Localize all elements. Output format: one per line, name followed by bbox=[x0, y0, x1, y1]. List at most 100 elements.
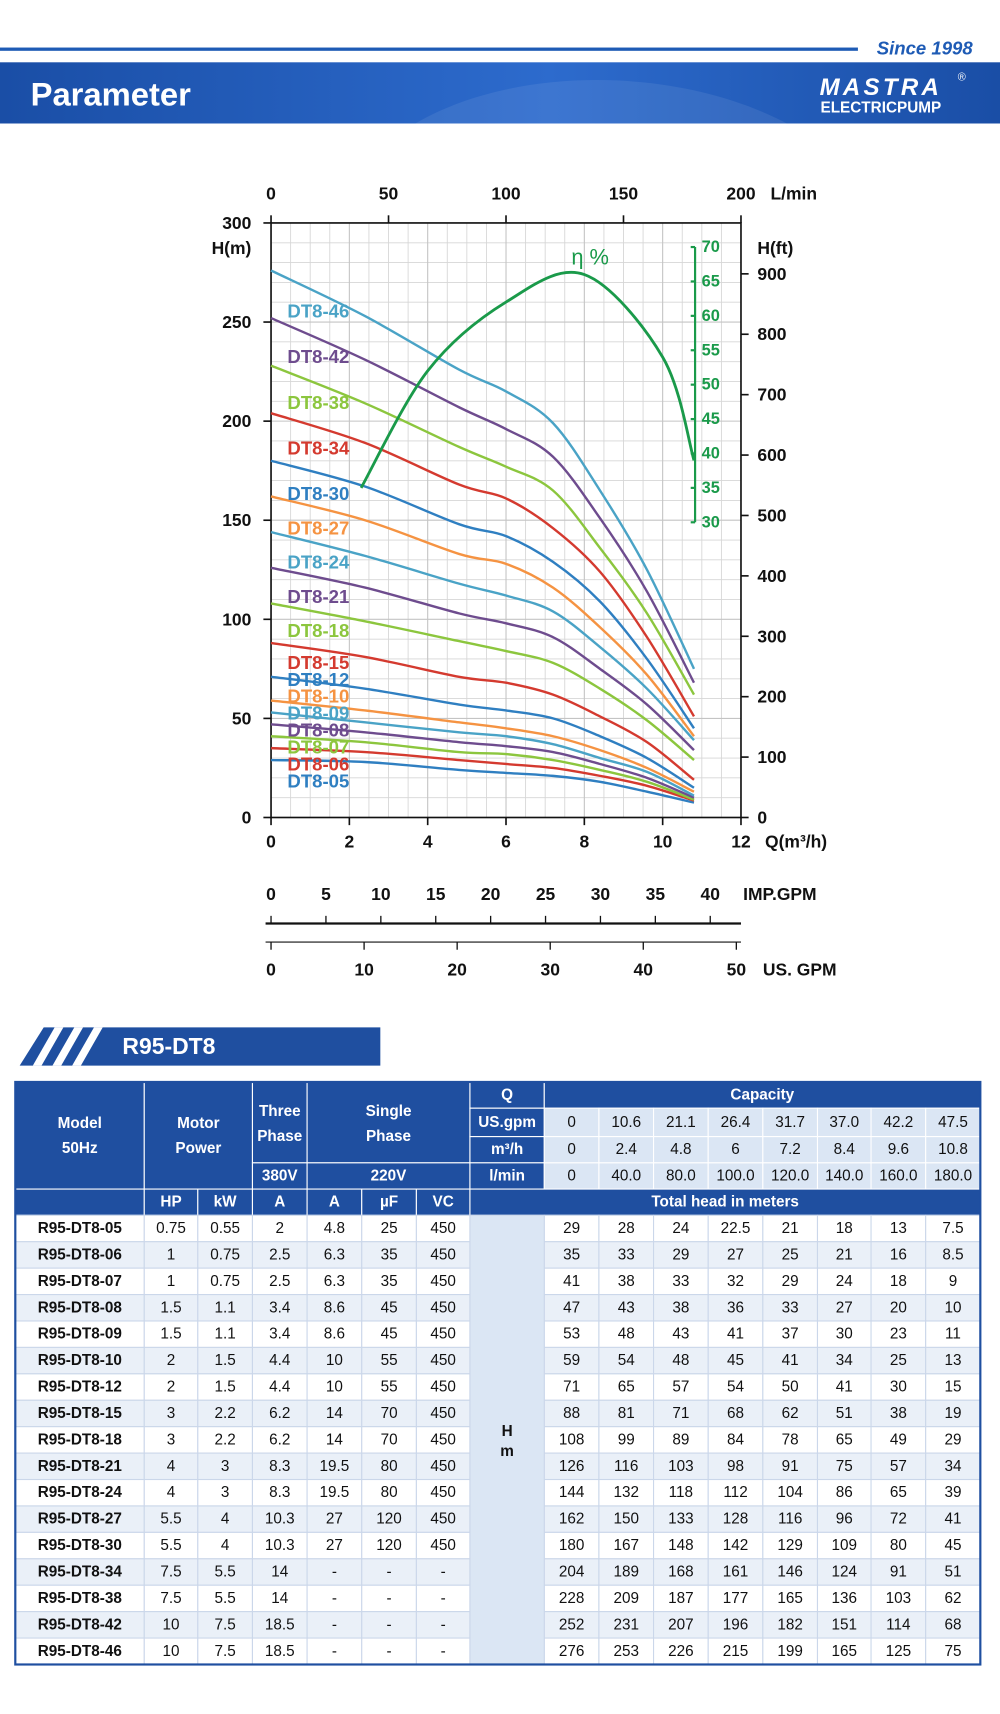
table-text: 65 bbox=[890, 1484, 907, 1501]
table-text: R95-DT8-27 bbox=[38, 1511, 122, 1528]
table-text: 43 bbox=[618, 1299, 635, 1316]
right-tick-label: 600 bbox=[757, 445, 786, 465]
efficiency-tick-label: 35 bbox=[702, 479, 720, 497]
table-text: VC bbox=[433, 1194, 454, 1211]
pump-curve bbox=[270, 459, 695, 729]
table-cell bbox=[925, 1214, 981, 1243]
efficiency-curve bbox=[359, 270, 696, 489]
table-text: 1.5 bbox=[160, 1299, 181, 1316]
us-tick-label: 50 bbox=[727, 959, 746, 979]
table-cell bbox=[870, 1214, 927, 1243]
table-text: 4.8 bbox=[670, 1141, 691, 1158]
table-text: 36 bbox=[727, 1299, 744, 1316]
top-tick-label: 50 bbox=[379, 183, 398, 203]
section-title: R95-DT8 bbox=[122, 1033, 215, 1059]
table-cell bbox=[816, 1399, 872, 1428]
table-text: 80 bbox=[381, 1484, 398, 1501]
table-cell bbox=[653, 1637, 709, 1666]
table-cell bbox=[707, 1505, 764, 1533]
table-text: 47.5 bbox=[938, 1114, 968, 1131]
table-text: Model bbox=[58, 1115, 102, 1132]
table-text: 23 bbox=[890, 1326, 907, 1343]
top-tick-label: 200 bbox=[726, 183, 755, 203]
table-text: 151 bbox=[831, 1616, 857, 1633]
efficiency-label: η % bbox=[571, 244, 609, 269]
curve-label: DT8-27 bbox=[287, 517, 349, 538]
table-cell bbox=[469, 1136, 545, 1164]
table-text: 35 bbox=[563, 1246, 580, 1263]
table-text: 8.6 bbox=[324, 1326, 345, 1343]
table-text: 450 bbox=[430, 1220, 456, 1237]
table-text: US.gpm bbox=[478, 1114, 536, 1131]
table-text: 4 bbox=[167, 1458, 176, 1475]
table-cell bbox=[816, 1505, 872, 1533]
table-text: 1.5 bbox=[215, 1379, 236, 1396]
table-text: 5.5 bbox=[215, 1590, 236, 1607]
table-text: Power bbox=[175, 1140, 221, 1157]
curve-label: DT8-15 bbox=[287, 652, 349, 673]
table-text: 45 bbox=[944, 1537, 961, 1554]
table-text: - bbox=[441, 1616, 446, 1633]
table-text: 33 bbox=[782, 1299, 799, 1316]
table-text: 10 bbox=[326, 1352, 343, 1369]
table-text: 14 bbox=[271, 1564, 289, 1581]
pump-curve bbox=[271, 758, 695, 804]
table-cell bbox=[762, 1426, 819, 1454]
table-text: 450 bbox=[430, 1405, 456, 1422]
table-cell bbox=[251, 1478, 308, 1507]
table-cell bbox=[14, 1426, 145, 1454]
table-text: 6.2 bbox=[269, 1431, 290, 1448]
table-cell bbox=[598, 1107, 655, 1138]
table-text: - bbox=[387, 1564, 392, 1581]
table-text: 14 bbox=[326, 1431, 344, 1448]
right-tick-label: 200 bbox=[757, 687, 786, 707]
efficiency-tick-label: 50 bbox=[702, 376, 720, 394]
table-cell bbox=[251, 1214, 308, 1243]
right-tick-label: 500 bbox=[757, 505, 786, 525]
table-text: m³/h bbox=[491, 1141, 523, 1158]
table-cell bbox=[306, 1584, 363, 1613]
table-text: R95-DT8-15 bbox=[38, 1405, 123, 1422]
table-text: 9 bbox=[949, 1273, 958, 1290]
table-text: - bbox=[441, 1564, 446, 1581]
table-text: 33 bbox=[618, 1246, 635, 1263]
table-text: 75 bbox=[836, 1458, 853, 1475]
table-text: HP bbox=[160, 1194, 181, 1211]
pump-curve bbox=[270, 711, 695, 797]
table-text: 142 bbox=[723, 1537, 749, 1554]
section-stripe bbox=[52, 1027, 84, 1066]
table-text: 228 bbox=[559, 1590, 585, 1607]
pump-curve bbox=[270, 316, 696, 684]
table-text: A bbox=[274, 1194, 285, 1211]
table-text: 47 bbox=[563, 1299, 580, 1316]
table-cell bbox=[707, 1452, 764, 1481]
table-cell bbox=[816, 1346, 872, 1375]
table-cell bbox=[415, 1426, 471, 1454]
table-text: 252 bbox=[559, 1616, 585, 1633]
table-text: 136 bbox=[831, 1590, 857, 1607]
table-text: 62 bbox=[944, 1590, 961, 1607]
table-text: 450 bbox=[430, 1326, 456, 1343]
table-cell bbox=[197, 1558, 254, 1586]
table-text: R95-DT8-12 bbox=[38, 1379, 122, 1396]
table-text: 30 bbox=[836, 1326, 853, 1343]
table-text: 182 bbox=[777, 1616, 803, 1633]
table-text: 199 bbox=[777, 1643, 803, 1660]
table-cell bbox=[762, 1241, 819, 1269]
table-text: 196 bbox=[723, 1616, 749, 1633]
table-cell bbox=[306, 1478, 363, 1507]
table-cell bbox=[653, 1162, 709, 1190]
table-text: 68 bbox=[944, 1616, 961, 1633]
table-text: 7.5 bbox=[160, 1564, 181, 1581]
table-cell bbox=[598, 1136, 655, 1164]
y-tick-label: 300 bbox=[222, 213, 251, 233]
table-text: 11 bbox=[945, 1326, 961, 1343]
table-text: 1 bbox=[167, 1246, 176, 1263]
banner-wave bbox=[415, 80, 787, 124]
table-cell bbox=[598, 1294, 655, 1322]
table-text: R95-DT8-08 bbox=[38, 1299, 123, 1316]
table-cell bbox=[707, 1478, 764, 1507]
section-stripe bbox=[72, 1027, 103, 1066]
table-text: 0.75 bbox=[210, 1246, 240, 1263]
table-cell bbox=[707, 1107, 764, 1138]
